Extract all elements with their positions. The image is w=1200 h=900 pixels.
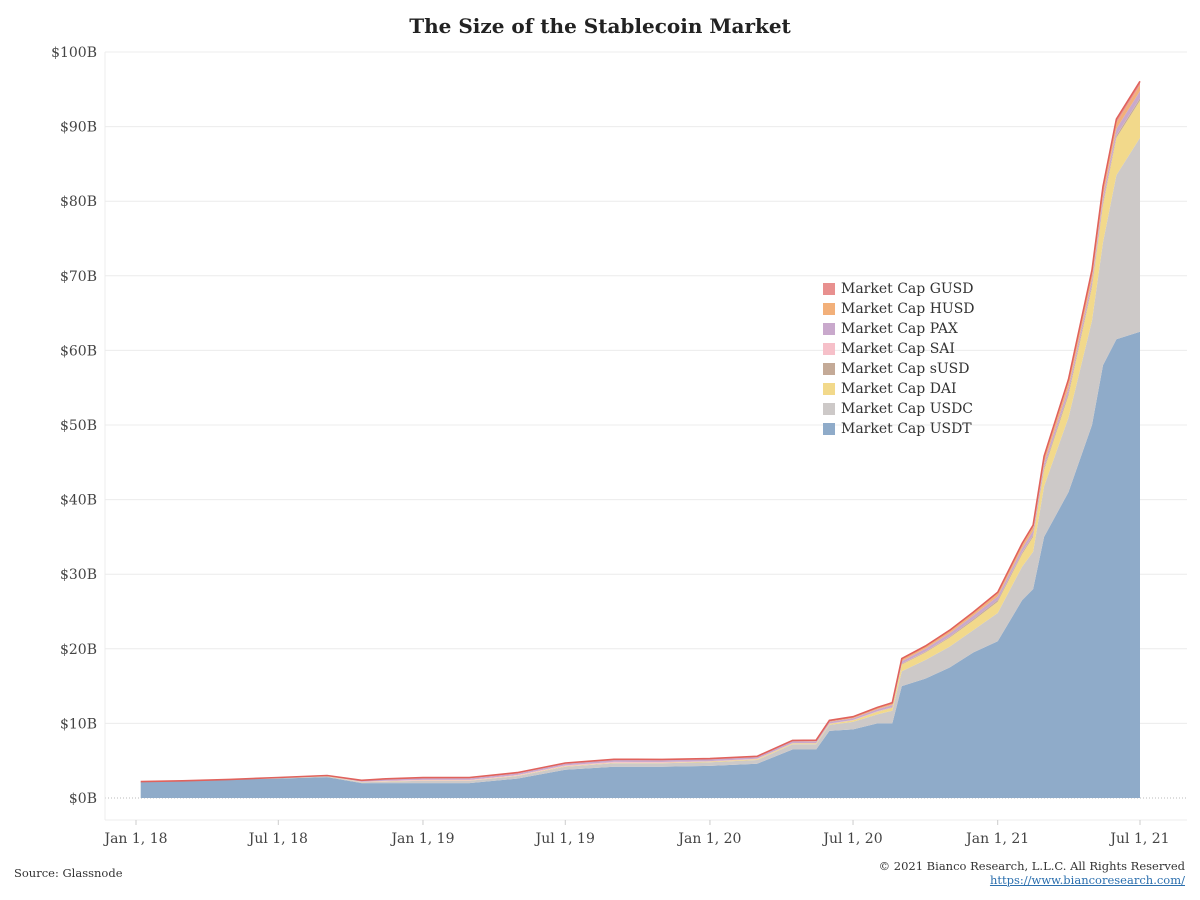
legend-swatch-dai [823, 383, 835, 395]
area-series [140, 80, 1141, 798]
y-tick-label: $80B [60, 194, 97, 210]
legend-swatch-husd [823, 303, 835, 315]
y-tick-label: $20B [60, 642, 97, 658]
legend-item-husd: Market Cap HUSD [823, 299, 975, 319]
source-note: Source: Glassnode [14, 866, 123, 880]
x-axis-ticks: Jan 1, 18 Jul 1, 18 Jan 1, 19 Jul 1, 19 Jan … [102, 820, 1170, 847]
legend-item-susd: Market Cap sUSD [823, 359, 975, 379]
website-link[interactable]: https://www.biancoresearch.com/ [989, 873, 1185, 887]
area-market-cap-usdt [140, 331, 1140, 798]
legend-label-husd: Market Cap HUSD [841, 301, 975, 317]
copyright-text: © 2021 Bianco Research, L.L.C. All Right… [878, 859, 1185, 873]
x-tick-label: Jan 1, 18 [102, 831, 167, 847]
y-tick-label: $10B [60, 716, 97, 732]
legend-label-susd: Market Cap sUSD [841, 361, 970, 377]
x-tick-label: Jul 1, 20 [821, 831, 882, 847]
total-market-cap-outline [140, 80, 1141, 783]
x-tick-label: Jan 1, 19 [389, 831, 454, 847]
legend-label-usdt: Market Cap USDT [841, 421, 972, 437]
y-axis-ticks: $0B $10B $20B $30B $40B $50B $60B $70B $80B $90B $… [51, 45, 97, 807]
legend-item-sai: Market Cap SAI [823, 339, 975, 359]
x-tick-label: Jan 1, 20 [676, 831, 741, 847]
y-tick-label: $70B [60, 269, 97, 285]
y-tick-label: $100B [51, 45, 97, 61]
y-tick-label: $90B [60, 120, 97, 136]
legend: Market Cap GUSD Market Cap HUSD Market C… [823, 279, 975, 439]
legend-swatch-pax [823, 323, 835, 335]
legend-swatch-susd [823, 363, 835, 375]
legend-swatch-usdt [823, 423, 835, 435]
legend-label-usdc: Market Cap USDC [841, 401, 974, 417]
legend-item-pax: Market Cap PAX [823, 319, 975, 339]
copyright-block: © 2021 Bianco Research, L.L.C. All Right… [879, 859, 1185, 887]
legend-item-gusd: Market Cap GUSD [823, 279, 975, 299]
y-tick-label: $40B [60, 493, 97, 509]
legend-label-pax: Market Cap PAX [841, 321, 958, 337]
legend-item-usdc: Market Cap USDC [823, 399, 975, 419]
legend-label-dai: Market Cap DAI [841, 381, 957, 397]
chart-title: The Size of the Stablecoin Market [409, 14, 791, 38]
legend-item-dai: Market Cap DAI [823, 379, 975, 399]
legend-item-usdt: Market Cap USDT [823, 419, 975, 439]
legend-label-gusd: Market Cap GUSD [841, 281, 974, 297]
y-tick-label: $30B [60, 567, 97, 583]
legend-swatch-gusd [823, 283, 835, 295]
y-tick-label: $50B [60, 418, 97, 434]
legend-swatch-usdc [823, 403, 835, 415]
y-tick-label: $60B [60, 343, 97, 359]
y-tick-label: $0B [69, 791, 97, 807]
legend-label-sai: Market Cap SAI [841, 341, 955, 357]
x-tick-label: Jul 1, 18 [247, 831, 308, 847]
x-tick-label: Jul 1, 19 [534, 831, 595, 847]
legend-swatch-sai [823, 343, 835, 355]
x-tick-label: Jan 1, 21 [964, 831, 1029, 847]
x-tick-label: Jul 1, 21 [1108, 831, 1169, 847]
